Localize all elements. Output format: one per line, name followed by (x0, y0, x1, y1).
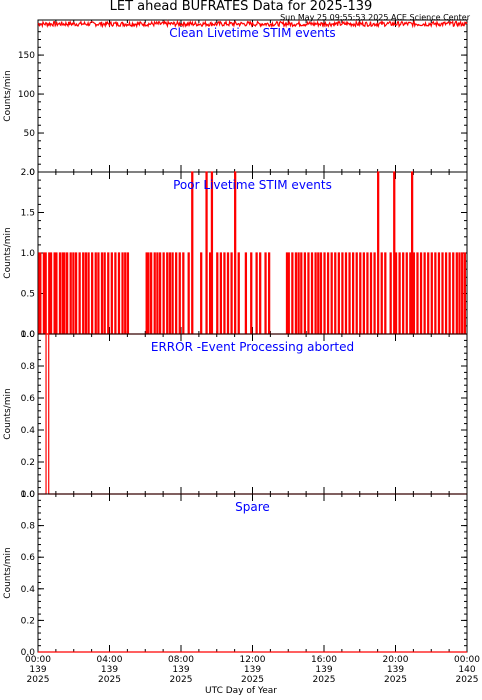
panel-frame (37, 493, 468, 653)
x-tick-year-label: 2025 (27, 675, 50, 685)
series-line (37, 19, 468, 29)
timestamp-label: Sun May 25 09:55:53 2025 ACE Science Cen… (280, 13, 470, 22)
y-tick-label: 50 (24, 129, 36, 139)
y-tick-label: 150 (18, 51, 35, 61)
y-axis-label: Counts/min (3, 547, 13, 598)
y-axis-label: Counts/min (3, 388, 13, 439)
y-axis-label: Counts/min (3, 70, 13, 121)
panel-title: Spare (235, 500, 270, 514)
panel-2 (37, 171, 468, 335)
x-tick-doy-label: 139 (29, 665, 46, 675)
x-tick-doy-label: 139 (315, 665, 332, 675)
x-tick-label: 00:00 (25, 655, 51, 665)
y-tick-label: 0.0 (21, 490, 36, 500)
x-tick-label: 00:00 (454, 655, 480, 665)
y-tick-label: 0.8 (21, 362, 36, 372)
x-tick-label: 04:00 (97, 655, 123, 665)
x-tick-year-label: 2025 (170, 675, 193, 685)
y-tick-label: 1.5 (21, 209, 35, 219)
y-axis-label: Counts/min (3, 227, 13, 278)
y-tick-label: 0 (29, 168, 35, 178)
y-tick-label: 0.5 (21, 290, 35, 300)
y-tick-label: 0.2 (21, 458, 35, 468)
y-tick-label: 0.8 (21, 522, 36, 532)
x-tick-label: 20:00 (383, 655, 409, 665)
y-tick-label: 0.6 (21, 394, 36, 404)
panel-1 (37, 19, 468, 173)
series-line (38, 171, 467, 335)
x-tick-year-label: 2025 (241, 675, 264, 685)
panel-title: Clean Livetime STIM events (169, 26, 335, 40)
x-tick-doy-label: 140 (458, 665, 475, 675)
y-tick-label: 0.4 (21, 585, 36, 595)
x-tick-year-label: 2025 (456, 675, 479, 685)
y-tick-label: 1.0 (21, 249, 36, 259)
y-tick-label: 0.6 (21, 553, 36, 563)
x-tick-label: 12:00 (240, 655, 266, 665)
x-tick-label: 16:00 (311, 655, 337, 665)
chart-title: LET ahead BUFRATES Data for 2025-139 (109, 0, 373, 14)
x-tick-doy-label: 139 (387, 665, 404, 675)
y-tick-label: 0.4 (21, 426, 36, 436)
y-tick-label: 1.0 (21, 330, 36, 340)
panel-frame (37, 19, 468, 173)
x-tick-year-label: 2025 (313, 675, 336, 685)
panel-3 (37, 333, 468, 495)
x-tick-doy-label: 139 (172, 665, 189, 675)
panel-4 (37, 493, 468, 653)
y-tick-label: 100 (18, 90, 35, 100)
x-axis-label: UTC Day of Year (205, 686, 277, 696)
series-line (38, 333, 467, 495)
x-tick-doy-label: 139 (244, 665, 261, 675)
x-tick-doy-label: 139 (101, 665, 118, 675)
x-tick-year-label: 2025 (384, 675, 407, 685)
panel-frame (37, 333, 468, 495)
y-tick-label: 0.0 (21, 648, 36, 658)
x-tick-year-label: 2025 (98, 675, 121, 685)
x-tick-label: 08:00 (168, 655, 194, 665)
y-tick-label: 2.0 (21, 168, 36, 178)
panel-title: ERROR -Event Processing aborted (151, 340, 354, 354)
y-tick-label: 1.0 (21, 490, 36, 500)
y-tick-label: 0.0 (21, 330, 36, 340)
y-tick-label: 0.2 (21, 616, 35, 626)
panel-title: Poor Livetime STIM events (173, 178, 332, 192)
